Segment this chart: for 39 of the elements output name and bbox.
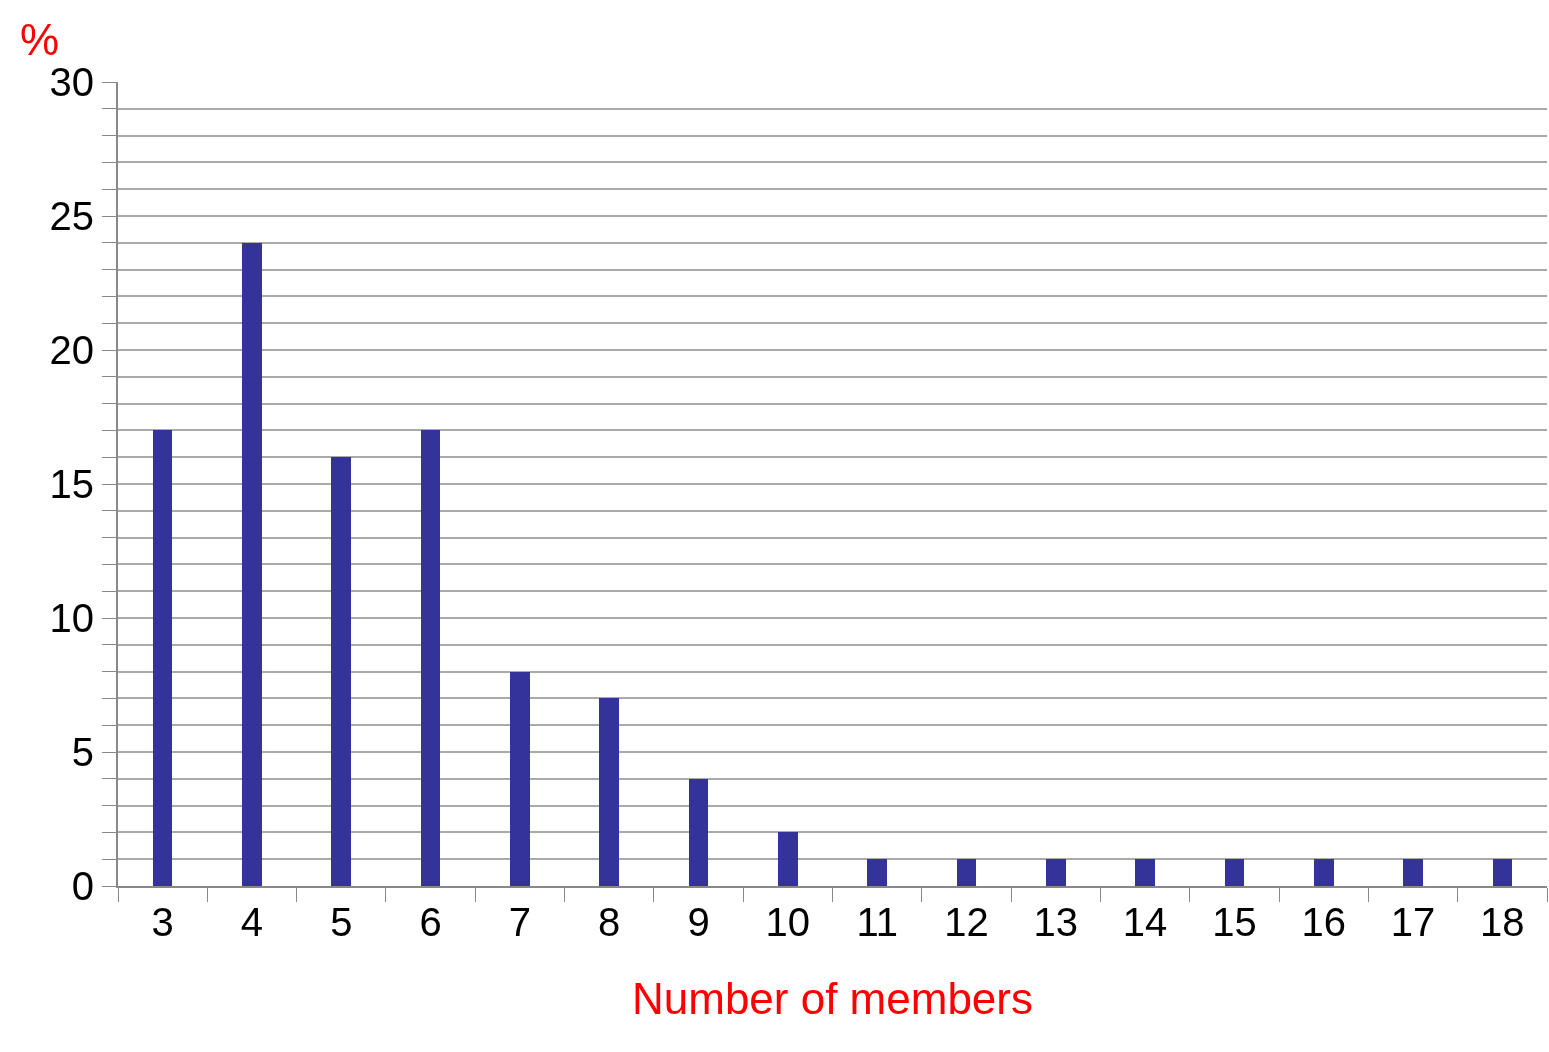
x-tick-label: 16 bbox=[1301, 900, 1346, 944]
bar bbox=[1314, 859, 1334, 886]
y-tick-label: 0 bbox=[71, 864, 94, 908]
bar bbox=[867, 859, 887, 886]
y-tick-label: 5 bbox=[71, 730, 94, 774]
bar bbox=[242, 243, 262, 886]
x-tick-label: 18 bbox=[1480, 900, 1525, 944]
x-tick-label: 12 bbox=[944, 900, 989, 944]
x-tick-label: 4 bbox=[240, 900, 264, 944]
bar bbox=[1135, 859, 1155, 886]
x-tick-label: 17 bbox=[1390, 900, 1436, 944]
x-tick-label: 6 bbox=[419, 900, 442, 944]
y-tick-label: 25 bbox=[49, 194, 94, 238]
bar bbox=[1046, 859, 1066, 886]
x-tick-label: 3 bbox=[151, 900, 174, 944]
x-tick-label: 7 bbox=[508, 900, 532, 944]
bar bbox=[510, 672, 530, 886]
bar bbox=[153, 430, 172, 886]
x-axis-title: Number of members bbox=[631, 973, 1034, 1023]
x-tick-label: 5 bbox=[330, 900, 353, 944]
bar bbox=[778, 832, 798, 886]
bar bbox=[1403, 859, 1423, 886]
x-tick-label: 11 bbox=[856, 900, 898, 944]
y-tick-label: 10 bbox=[49, 596, 94, 640]
x-tick-label: 8 bbox=[598, 900, 621, 944]
x-tick-label: 9 bbox=[687, 900, 710, 944]
y-tick-label: 20 bbox=[49, 328, 94, 372]
bar bbox=[421, 430, 440, 886]
bar bbox=[1225, 859, 1244, 886]
bar bbox=[689, 779, 708, 886]
y-tick-label: 15 bbox=[49, 462, 94, 506]
x-tick-label: 10 bbox=[765, 900, 811, 944]
x-tick-label: 14 bbox=[1122, 900, 1168, 944]
bar bbox=[331, 457, 351, 886]
bar bbox=[957, 859, 976, 886]
x-tick-label: 15 bbox=[1212, 900, 1257, 944]
bar bbox=[1493, 859, 1512, 886]
bar bbox=[599, 698, 619, 886]
x-tick-label: 13 bbox=[1033, 900, 1079, 944]
